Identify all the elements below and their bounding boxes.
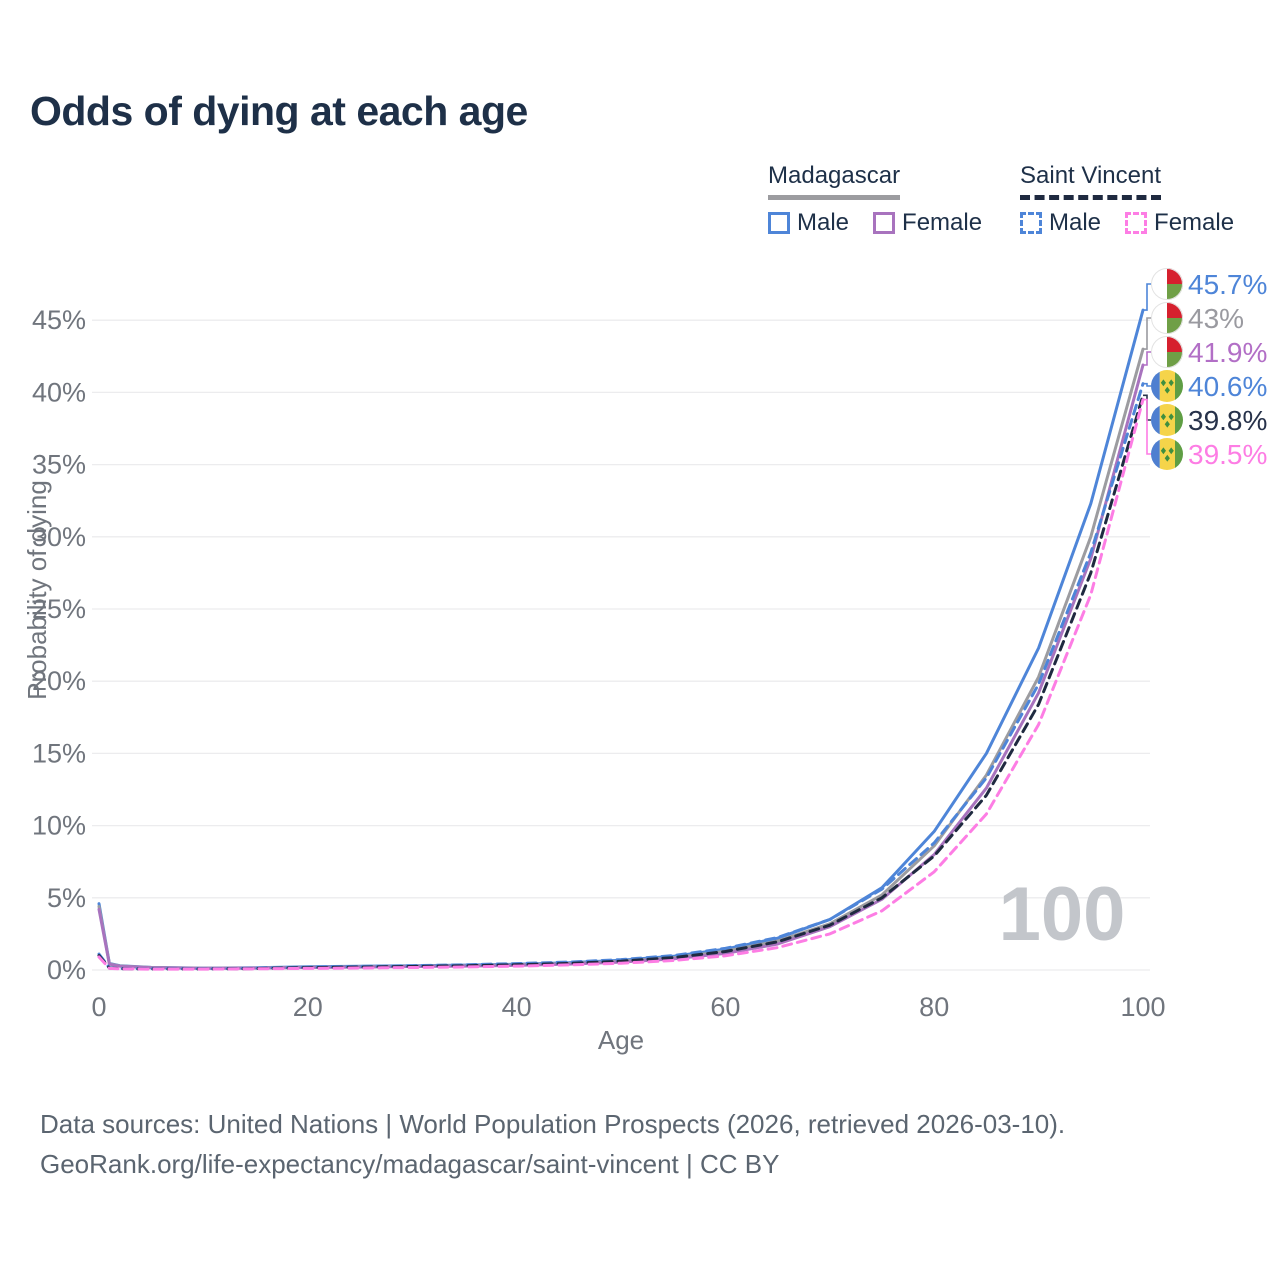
end-label-connector: [1143, 382, 1151, 387]
y-axis-tick-label: 30%: [32, 522, 86, 552]
legend-item-label: Female: [1154, 209, 1235, 236]
x-axis-tick-label: 20: [293, 992, 323, 1022]
x-axis-tick-label: 100: [1120, 992, 1165, 1022]
legend-swatch-madagascar-female: [873, 212, 896, 234]
end-label-connector: [1143, 398, 1151, 455]
flag-ring: [1151, 302, 1183, 334]
legend-group-madagascar: Madagascar Male Female: [768, 162, 982, 237]
y-axis-tick-label: 35%: [32, 450, 86, 480]
legend-header-saint-vincent: Saint Vincent: [1020, 162, 1161, 200]
end-value-label-saint-vincent-female: 39.5%: [1188, 439, 1267, 470]
legend-header-madagascar: Madagascar: [768, 162, 901, 200]
legend-swatch-saint-vincent-female: [1125, 212, 1148, 234]
end-value-label-saint-vincent-male: 40.6%: [1188, 371, 1267, 402]
flag-icon-saint-vincent: [1151, 438, 1183, 470]
flag-icon-saint-vincent: [1151, 370, 1183, 402]
y-axis-tick-label: 20%: [32, 666, 86, 696]
legend-swatch-madagascar-male: [768, 212, 790, 234]
series-line-madagascar-female[interactable]: [97, 363, 1145, 970]
legend-group-saint-vincent: Saint Vincent Male Female: [1020, 162, 1234, 237]
legend-item-saint-vincent-female[interactable]: Female: [1125, 209, 1234, 237]
end-label-connector: [1143, 351, 1151, 366]
y-axis-tick-label: 40%: [32, 377, 86, 407]
series-line-madagascar-male[interactable]: [97, 308, 1145, 970]
end-value-label-madagascar-female: 41.9%: [1188, 337, 1267, 368]
legend-item-label: Male: [1049, 209, 1102, 236]
series-line-saint-vincent-male[interactable]: [97, 382, 1145, 971]
y-axis-tick-label: 0%: [47, 955, 86, 985]
legend-item-label: Female: [902, 209, 983, 236]
series-line-saint-vincent-both-sexes[interactable]: [97, 393, 1145, 971]
age-counter-watermark: 100: [999, 872, 1126, 957]
end-value-label-madagascar-male: 45.7%: [1188, 269, 1267, 300]
legend-item-saint-vincent-male[interactable]: Male: [1020, 209, 1101, 237]
footer-line-attribution: GeoRank.org/life-expectancy/madagascar/s…: [40, 1149, 780, 1180]
y-axis-title: Probability of dying: [22, 480, 52, 700]
x-axis-tick-label: 60: [710, 992, 740, 1022]
x-axis-title: Age: [598, 1025, 644, 1055]
flag-icon-saint-vincent: [1151, 404, 1183, 436]
data-source-footer: Data sources: United Nations | World Pop…: [40, 1104, 1190, 1185]
x-axis-tick-label: 80: [919, 992, 949, 1022]
end-value-label-madagascar-both-sexes: 43%: [1188, 303, 1244, 334]
y-axis-tick-label: 15%: [32, 738, 86, 768]
legend-item-label: Male: [797, 209, 850, 236]
end-label-connector: [1143, 283, 1151, 311]
flag-ring: [1151, 336, 1183, 368]
series-line-madagascar-both-sexes[interactable]: [97, 347, 1145, 970]
legend-swatch-saint-vincent-male: [1020, 212, 1042, 234]
page-title: Odds of dying at each age: [30, 88, 528, 134]
y-axis-tick-label: 45%: [32, 305, 86, 335]
x-axis-tick-label: 40: [502, 992, 532, 1022]
x-axis-tick-label: 0: [91, 992, 106, 1022]
flag-ring: [1151, 268, 1183, 300]
footer-line-sources: Data sources: United Nations | World Pop…: [40, 1109, 1066, 1139]
legend-item-madagascar-female[interactable]: Female: [873, 209, 982, 237]
y-axis-tick-label: 25%: [32, 594, 86, 624]
end-label-connector: [1143, 317, 1151, 350]
y-axis-tick-label: 5%: [47, 883, 86, 913]
series-line-saint-vincent-female[interactable]: [97, 398, 1145, 971]
legend-item-madagascar-male[interactable]: Male: [768, 209, 849, 237]
end-value-label-saint-vincent-both-sexes: 39.8%: [1188, 405, 1267, 436]
y-axis-tick-label: 10%: [32, 811, 86, 841]
